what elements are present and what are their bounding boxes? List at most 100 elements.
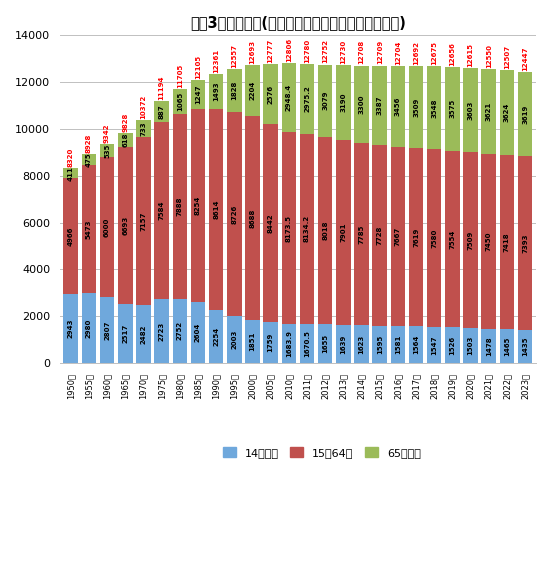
- Text: 12752: 12752: [322, 39, 328, 63]
- Bar: [463, 328, 478, 363]
- Text: 8726: 8726: [231, 205, 237, 223]
- Text: 7554: 7554: [450, 229, 455, 249]
- Bar: [136, 305, 151, 363]
- Text: 2604: 2604: [195, 323, 201, 343]
- Bar: [318, 324, 332, 363]
- Bar: [463, 152, 478, 328]
- Bar: [336, 325, 350, 363]
- Text: 1581: 1581: [395, 335, 401, 355]
- Text: 1503: 1503: [468, 336, 473, 355]
- Bar: [245, 116, 260, 320]
- Text: 2980: 2980: [86, 319, 92, 338]
- Title: 年齢3区分別人口(国勢調査・人口推計ベース、万人): 年齢3区分別人口(国勢調査・人口推計ベース、万人): [190, 15, 406, 30]
- Text: 2003: 2003: [231, 330, 237, 349]
- Text: 2517: 2517: [122, 324, 128, 343]
- Bar: [318, 64, 332, 137]
- Text: 8018: 8018: [322, 221, 328, 240]
- Text: 3387: 3387: [377, 95, 383, 115]
- Text: 12693: 12693: [250, 39, 256, 64]
- Bar: [245, 65, 260, 116]
- Bar: [100, 144, 115, 157]
- Bar: [82, 165, 96, 294]
- Text: 1564: 1564: [413, 335, 419, 355]
- Text: 411: 411: [68, 166, 74, 181]
- Text: 1639: 1639: [341, 334, 347, 353]
- Bar: [300, 64, 314, 133]
- Text: 1595: 1595: [377, 335, 383, 354]
- Text: 7728: 7728: [377, 226, 383, 245]
- Text: 5473: 5473: [86, 219, 92, 239]
- Text: 1655: 1655: [322, 334, 328, 353]
- Text: 8173.5: 8173.5: [286, 214, 292, 242]
- Bar: [227, 112, 241, 316]
- Bar: [154, 299, 169, 363]
- Text: 12709: 12709: [377, 40, 383, 64]
- Bar: [118, 148, 133, 304]
- Text: 8320: 8320: [68, 148, 74, 167]
- Text: 12557: 12557: [231, 44, 237, 68]
- Bar: [282, 63, 296, 132]
- Bar: [82, 294, 96, 363]
- Bar: [227, 69, 241, 112]
- Text: 3456: 3456: [395, 96, 401, 116]
- Bar: [100, 157, 115, 298]
- Text: 6000: 6000: [104, 218, 110, 237]
- Text: 2254: 2254: [213, 327, 219, 347]
- Bar: [100, 298, 115, 363]
- Bar: [409, 327, 423, 363]
- Bar: [391, 326, 405, 363]
- Text: 8614: 8614: [213, 200, 219, 219]
- Bar: [482, 328, 496, 363]
- Text: 1547: 1547: [431, 335, 437, 355]
- Text: 11705: 11705: [177, 64, 183, 88]
- Bar: [500, 329, 514, 363]
- Bar: [409, 66, 423, 148]
- Text: 7785: 7785: [359, 224, 365, 243]
- Text: 7157: 7157: [141, 211, 147, 231]
- Bar: [136, 120, 151, 137]
- Bar: [263, 64, 278, 124]
- Text: 12704: 12704: [395, 40, 401, 64]
- Text: 12692: 12692: [413, 41, 419, 65]
- Bar: [427, 66, 441, 149]
- Text: 475: 475: [86, 152, 92, 167]
- Bar: [209, 74, 223, 109]
- Text: 7667: 7667: [395, 227, 401, 246]
- Bar: [391, 66, 405, 146]
- Bar: [518, 156, 532, 329]
- Text: 3509: 3509: [413, 97, 419, 117]
- Text: 12105: 12105: [195, 54, 201, 79]
- Text: 2948.4: 2948.4: [286, 84, 292, 111]
- Text: 7901: 7901: [341, 222, 347, 242]
- Text: 3621: 3621: [486, 102, 491, 121]
- Bar: [518, 329, 532, 363]
- Bar: [263, 322, 278, 363]
- Text: 12675: 12675: [431, 41, 437, 65]
- Bar: [354, 66, 369, 143]
- Legend: 14歳以下, 15〜64歳, 65歳以上: 14歳以下, 15〜64歳, 65歳以上: [218, 443, 425, 462]
- Bar: [209, 109, 223, 310]
- Bar: [300, 133, 314, 324]
- Text: 1478: 1478: [486, 336, 491, 356]
- Text: 1526: 1526: [450, 336, 455, 355]
- Text: 12777: 12777: [268, 39, 274, 63]
- Text: 1759: 1759: [268, 333, 274, 352]
- Text: 12708: 12708: [359, 40, 365, 64]
- Bar: [445, 150, 460, 327]
- Text: 1670.5: 1670.5: [304, 330, 310, 357]
- Text: 12806: 12806: [286, 38, 292, 62]
- Bar: [500, 70, 514, 155]
- Text: 1683.9: 1683.9: [286, 330, 292, 357]
- Text: 3079: 3079: [322, 91, 328, 111]
- Text: 1623: 1623: [359, 335, 365, 354]
- Bar: [518, 72, 532, 156]
- Bar: [318, 137, 332, 324]
- Bar: [63, 178, 78, 294]
- Bar: [118, 304, 133, 363]
- Text: 6693: 6693: [122, 216, 128, 235]
- Text: 1247: 1247: [195, 84, 201, 104]
- Text: 8134.2: 8134.2: [304, 215, 310, 242]
- Text: 2975.2: 2975.2: [304, 86, 310, 112]
- Bar: [282, 132, 296, 324]
- Text: 7450: 7450: [486, 231, 491, 251]
